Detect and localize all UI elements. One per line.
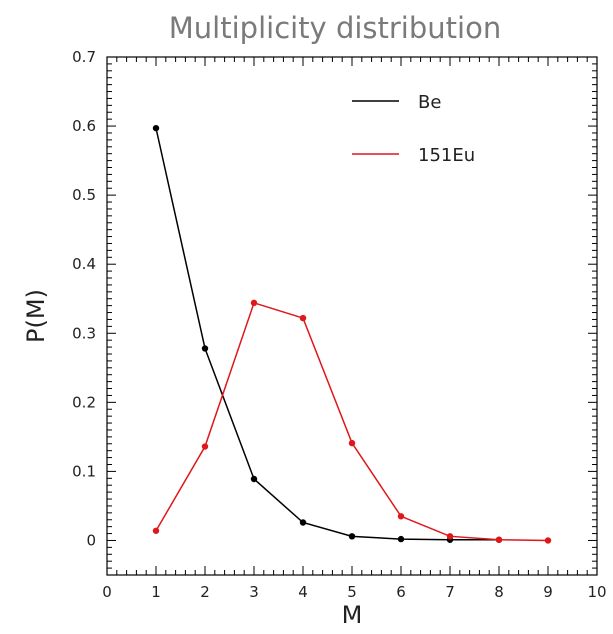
y-tick-label: 0.2 (72, 393, 96, 411)
x-tick-label: 0 (102, 583, 112, 601)
series-line-be (155, 127, 499, 541)
data-point-151eu (152, 527, 160, 534)
x-tick-label: 7 (445, 583, 455, 601)
x-axis-label: M (342, 601, 363, 629)
data-point-be (397, 535, 405, 543)
legend: Be 151Eu (352, 92, 475, 166)
data-point-be (201, 345, 209, 352)
data-point-151eu (446, 533, 454, 540)
x-tick-label: 4 (298, 583, 308, 601)
series-line-151eu (155, 301, 549, 542)
y-tick-label: 0.5 (72, 186, 96, 204)
data-point-be (250, 475, 258, 483)
y-tick-labels: 0 0.1 0.2 0.3 0.4 0.5 0.6 0.7 (72, 48, 96, 549)
x-tick-label: 1 (151, 583, 161, 601)
x-tick-label: 10 (587, 583, 606, 601)
x-tick-label: 5 (347, 583, 357, 601)
axis-ticks (106, 56, 598, 576)
x-tick-label: 9 (543, 583, 553, 601)
x-tick-label: 6 (396, 583, 406, 601)
x-tick-labels: 0 1 2 3 4 5 6 7 8 9 10 (102, 583, 606, 601)
data-point-be (152, 124, 160, 132)
data-point-151eu (495, 536, 503, 543)
data-point-151eu (201, 443, 209, 450)
plot-frame (106, 56, 598, 576)
series-layer (152, 124, 552, 544)
legend-label-151eu: 151Eu (418, 145, 475, 166)
y-tick-label: 0.3 (72, 324, 96, 342)
y-tick-label: 0.6 (72, 117, 96, 135)
chart-title: Multiplicity distribution (169, 11, 501, 45)
data-point-151eu (544, 537, 552, 544)
data-point-151eu (250, 299, 258, 307)
x-tick-label: 3 (249, 583, 259, 601)
data-point-151eu (397, 513, 405, 520)
y-axis-label: P(M) (22, 289, 50, 343)
y-tick-label: 0.4 (72, 255, 96, 273)
data-point-151eu (299, 314, 307, 322)
data-point-be (299, 519, 307, 526)
y-tick-label: 0.7 (72, 48, 96, 66)
x-tick-label: 8 (494, 583, 504, 601)
legend-label-be: Be (418, 92, 441, 113)
y-tick-label: 0 (86, 531, 96, 549)
data-point-151eu (348, 439, 356, 447)
x-tick-label: 2 (200, 583, 210, 601)
data-point-be (348, 533, 356, 540)
y-tick-label: 0.1 (72, 462, 96, 480)
